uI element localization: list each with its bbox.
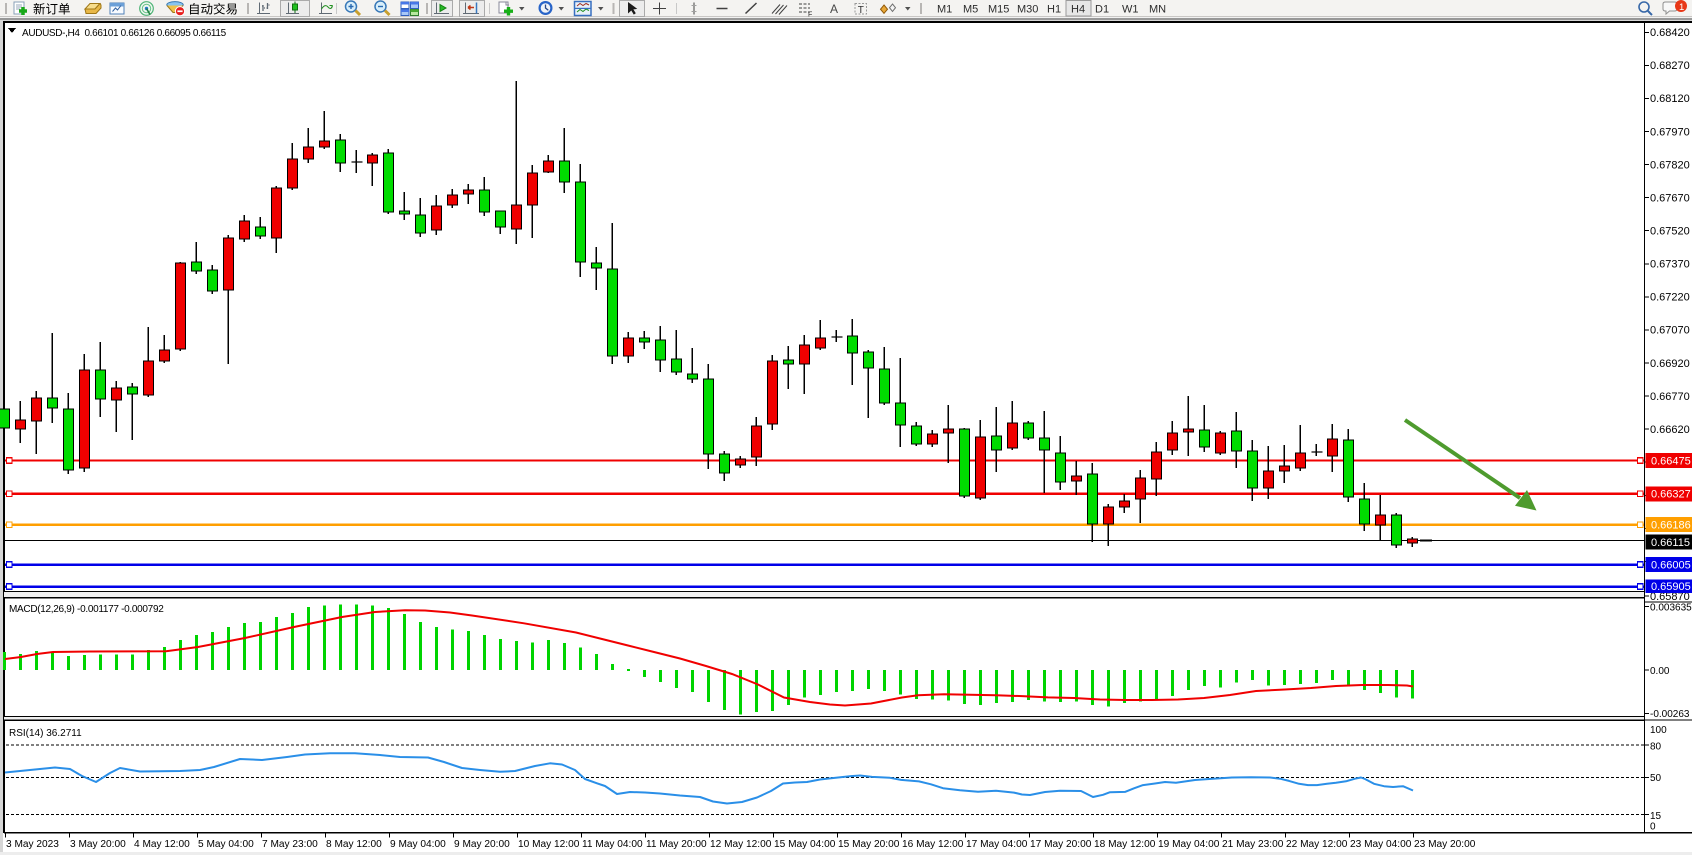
- svg-text:0.67670: 0.67670: [1650, 192, 1690, 204]
- svg-text:RSI(14) 36.2711: RSI(14) 36.2711: [9, 728, 82, 739]
- svg-text:7 May 23:00: 7 May 23:00: [262, 839, 318, 850]
- svg-text:16 May 12:00: 16 May 12:00: [902, 839, 964, 850]
- svg-text:17 May 20:00: 17 May 20:00: [1030, 839, 1092, 850]
- svg-text:9 May 20:00: 9 May 20:00: [454, 839, 510, 850]
- svg-text:18 May 12:00: 18 May 12:00: [1094, 839, 1156, 850]
- svg-text:80: 80: [1650, 741, 1662, 752]
- svg-text:0.67220: 0.67220: [1650, 292, 1690, 304]
- svg-text:0.65905: 0.65905: [1651, 581, 1691, 593]
- svg-text:22 May 12:00: 22 May 12:00: [1286, 839, 1348, 850]
- svg-text:23 May 04:00: 23 May 04:00: [1350, 839, 1412, 850]
- svg-text:100: 100: [1650, 725, 1667, 736]
- svg-text:0.67970: 0.67970: [1650, 126, 1690, 138]
- svg-text:M5: M5: [963, 4, 978, 16]
- svg-text:15: 15: [1650, 811, 1662, 822]
- svg-text:H4: H4: [1071, 4, 1085, 16]
- svg-text:M15: M15: [988, 4, 1009, 16]
- svg-text:0.003635: 0.003635: [1650, 602, 1692, 613]
- svg-text:8 May 12:00: 8 May 12:00: [326, 839, 382, 850]
- svg-text:-0.00263: -0.00263: [1650, 709, 1690, 720]
- svg-text:3 May 20:00: 3 May 20:00: [70, 839, 126, 850]
- svg-text:0.66186: 0.66186: [1651, 519, 1691, 531]
- svg-text:M30: M30: [1017, 4, 1038, 16]
- svg-text:0.66920: 0.66920: [1650, 358, 1690, 370]
- svg-text:0.66115: 0.66115: [1651, 537, 1690, 549]
- svg-text:23 May 20:00: 23 May 20:00: [1414, 839, 1476, 850]
- svg-text:4 May 12:00: 4 May 12:00: [134, 839, 190, 850]
- svg-text:AUDUSD-,H4 0.66101 0.66126 0.: AUDUSD-,H4 0.66101 0.66126 0.66095 0.661…: [22, 28, 227, 39]
- svg-text:M1: M1: [937, 4, 952, 16]
- svg-text:0.68120: 0.68120: [1650, 93, 1690, 105]
- svg-text:T: T: [858, 5, 864, 16]
- svg-text:1: 1: [1679, 2, 1684, 13]
- svg-text:0.66327: 0.66327: [1651, 489, 1691, 501]
- svg-text:21 May 23:00: 21 May 23:00: [1222, 839, 1284, 850]
- svg-text:0.67370: 0.67370: [1650, 259, 1690, 271]
- svg-text:F: F: [808, 12, 812, 18]
- svg-text:0.66005: 0.66005: [1651, 559, 1691, 571]
- svg-text:12 May 12:00: 12 May 12:00: [710, 839, 772, 850]
- svg-text:17 May 04:00: 17 May 04:00: [966, 839, 1028, 850]
- svg-text:9 May 04:00: 9 May 04:00: [390, 839, 446, 850]
- svg-text:3 May 2023: 3 May 2023: [6, 839, 59, 850]
- svg-text:0.67820: 0.67820: [1650, 159, 1690, 171]
- svg-text:15 May 20:00: 15 May 20:00: [838, 839, 900, 850]
- svg-text:50: 50: [1650, 773, 1662, 784]
- svg-text:0.00: 0.00: [1650, 666, 1670, 677]
- svg-text:MACD(12,26,9) -0.001177 -0.000: MACD(12,26,9) -0.001177 -0.000792: [9, 604, 164, 615]
- svg-text:0.67070: 0.67070: [1650, 325, 1690, 337]
- svg-text:0.67520: 0.67520: [1650, 226, 1690, 238]
- svg-text:5 May 04:00: 5 May 04:00: [198, 839, 254, 850]
- svg-text:11 May 20:00: 11 May 20:00: [646, 839, 707, 850]
- svg-text:11 May 04:00: 11 May 04:00: [582, 839, 643, 850]
- svg-text:0.68420: 0.68420: [1650, 27, 1690, 39]
- svg-text:0.68270: 0.68270: [1650, 60, 1690, 72]
- svg-text:W1: W1: [1122, 4, 1139, 16]
- svg-text:10 May 12:00: 10 May 12:00: [518, 839, 580, 850]
- svg-text:0.66620: 0.66620: [1650, 424, 1690, 436]
- svg-text:0.65870: 0.65870: [1650, 591, 1690, 603]
- svg-text:MN: MN: [1149, 4, 1166, 16]
- svg-text:19 May 04:00: 19 May 04:00: [1158, 839, 1220, 850]
- svg-text:0.66770: 0.66770: [1650, 391, 1690, 403]
- svg-text:H1: H1: [1047, 4, 1061, 16]
- svg-text:D1: D1: [1095, 4, 1109, 16]
- svg-text:A: A: [830, 2, 838, 16]
- svg-text:0: 0: [1650, 821, 1656, 832]
- svg-text:0.66475: 0.66475: [1651, 455, 1691, 467]
- svg-text:15 May 04:00: 15 May 04:00: [774, 839, 836, 850]
